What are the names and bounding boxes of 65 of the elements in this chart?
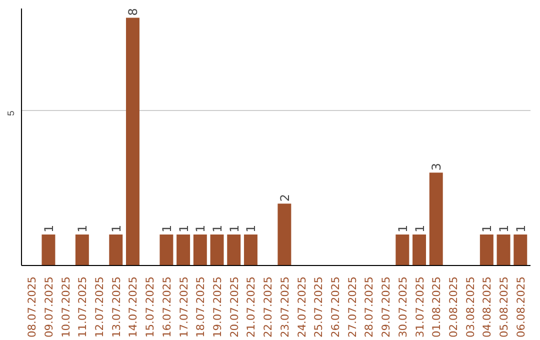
- bar: [514, 234, 528, 266]
- data-label: 1: [194, 224, 208, 233]
- data-label: 1: [210, 224, 225, 233]
- x-tick-label: 04.08.2025: [480, 276, 494, 338]
- bar: [176, 234, 190, 266]
- bar: [160, 234, 174, 266]
- x-tick-label: 11.07.2025: [76, 276, 90, 338]
- x-tick-label: 16.07.2025: [160, 276, 174, 338]
- bar: [278, 204, 292, 266]
- bar: [109, 234, 123, 266]
- x-tick-label: 15.07.2025: [144, 276, 157, 338]
- data-label: 1: [42, 224, 56, 233]
- bar: [227, 234, 241, 266]
- data-label: 1: [109, 224, 124, 233]
- x-tick-label: 21.07.2025: [244, 276, 258, 338]
- data-label: 1: [480, 224, 494, 233]
- x-tick-label: 25.07.2025: [312, 276, 326, 338]
- data-label: 1: [176, 224, 191, 233]
- data-label: 1: [514, 224, 528, 233]
- data-label: 2: [278, 194, 292, 202]
- data-label: 1: [244, 224, 258, 233]
- x-tick-label: 26.07.2025: [328, 276, 342, 338]
- x-tick-label: 23.07.2025: [278, 276, 292, 338]
- x-tick-label: 24.07.2025: [295, 276, 308, 338]
- x-tick-label: 06.08.2025: [514, 276, 528, 338]
- x-tick-label: 28.07.2025: [362, 276, 376, 338]
- x-tick-label: 12.07.2025: [93, 276, 106, 338]
- data-label: 1: [227, 224, 242, 233]
- x-tick-label: 02.08.2025: [446, 276, 460, 338]
- bar: [480, 234, 494, 266]
- x-tick-label: 03.08.2025: [464, 276, 477, 338]
- y-tick-label: 5: [6, 110, 16, 116]
- bar: [126, 18, 140, 266]
- x-tick-label: 30.07.2025: [396, 276, 410, 338]
- x-tick-label: 01.08.2025: [430, 276, 444, 338]
- x-tick-label: 29.07.2025: [380, 276, 393, 338]
- data-label: 1: [396, 224, 410, 233]
- x-tick-label: 14.07.2025: [126, 276, 140, 338]
- data-label: 1: [497, 224, 512, 233]
- x-tick-label: 27.07.2025: [346, 276, 359, 338]
- bar: [429, 172, 443, 266]
- bar: [210, 234, 224, 266]
- x-tick-label: 13.07.2025: [110, 276, 123, 338]
- bar: [244, 234, 258, 266]
- x-tick-label: 17.07.2025: [177, 276, 190, 338]
- x-tick-label: 22.07.2025: [262, 276, 275, 338]
- data-label: 3: [430, 162, 444, 171]
- data-label: 1: [160, 224, 174, 233]
- bar: [496, 234, 510, 266]
- data-label: 8: [126, 8, 140, 16]
- bar: [412, 234, 426, 266]
- data-label: 1: [412, 224, 427, 233]
- x-tick-label: 05.08.2025: [498, 276, 511, 338]
- data-label: 1: [76, 224, 90, 233]
- x-tick-label: 08.07.2025: [26, 276, 39, 338]
- x-tick-label: 09.07.2025: [42, 276, 56, 338]
- x-tick-label: 10.07.2025: [59, 276, 72, 338]
- x-tick-label: 20.07.2025: [228, 276, 241, 338]
- x-tick-label: 31.07.2025: [413, 276, 426, 338]
- bar: [75, 234, 89, 266]
- x-tick-label: 19.07.2025: [211, 276, 224, 338]
- bar: [42, 234, 56, 266]
- x-tick-label: 18.07.2025: [194, 276, 208, 338]
- bar: [396, 234, 410, 266]
- bar: [193, 234, 207, 266]
